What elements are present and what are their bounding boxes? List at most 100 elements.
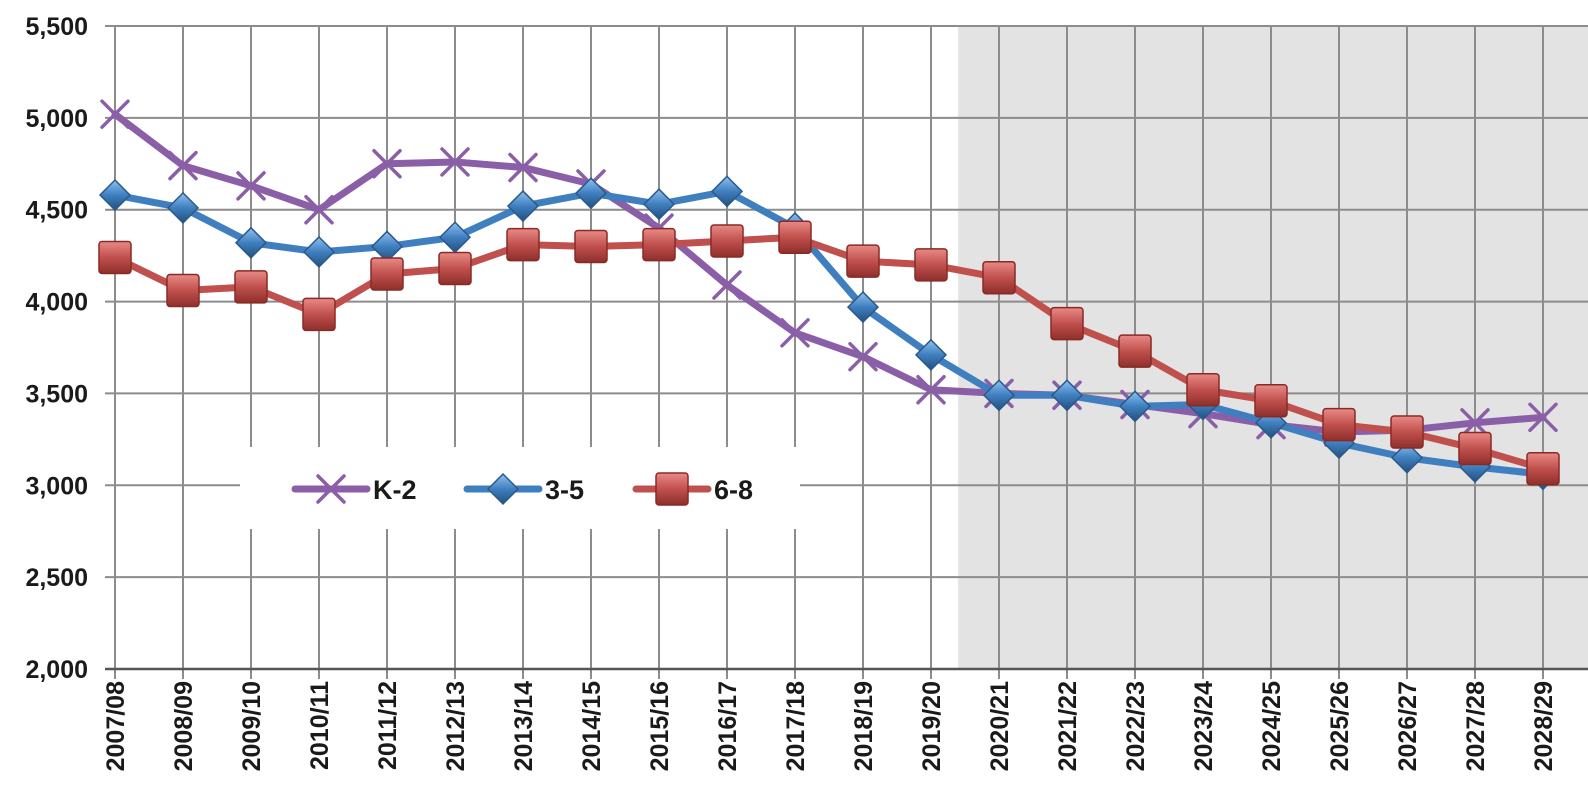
data-point <box>848 341 878 372</box>
data-point <box>982 379 1016 412</box>
y-tick-label: 2,000 <box>25 656 88 684</box>
data-point <box>438 251 472 286</box>
x-tick-label: 2022/23 <box>1122 681 1150 771</box>
data-point <box>846 291 880 324</box>
data-point <box>372 149 402 179</box>
data-point <box>1390 415 1424 449</box>
data-point <box>982 260 1016 295</box>
data-point <box>370 230 404 263</box>
data-point <box>1186 373 1220 407</box>
x-tick-label: 2027/28 <box>1462 681 1490 771</box>
x-tick-label: 2007/08 <box>102 681 130 771</box>
x-tick-label: 2019/20 <box>918 681 946 771</box>
data-point <box>780 318 810 348</box>
data-point <box>574 229 608 264</box>
data-point <box>1050 306 1084 341</box>
legend-label: 6-8 <box>714 475 753 505</box>
data-point <box>98 178 132 212</box>
legend: K-2 3-5 6-8 <box>240 447 800 529</box>
x-tick-label: 2023/24 <box>1190 681 1218 771</box>
data-point <box>1390 441 1424 474</box>
y-tick-label: 3,000 <box>25 472 88 500</box>
legend-marker <box>655 472 689 506</box>
data-point <box>166 191 200 224</box>
series-line <box>111 233 1547 473</box>
data-point <box>302 297 336 332</box>
data-point <box>234 226 268 259</box>
data-point <box>1050 379 1084 412</box>
data-point <box>916 375 946 405</box>
data-point <box>98 240 132 275</box>
data-point <box>440 147 470 177</box>
projection-region <box>958 26 1588 669</box>
legend-marker <box>316 474 346 504</box>
data-point <box>438 221 472 254</box>
data-point <box>712 270 742 300</box>
x-tick-label: 2010/11 <box>306 681 334 770</box>
data-point <box>370 257 404 291</box>
x-tick-label: 2024/25 <box>1258 681 1286 771</box>
x-tick-label: 2020/21 <box>986 681 1014 771</box>
data-point <box>302 235 336 269</box>
legend-label: 3-5 <box>545 475 584 505</box>
y-tick-label: 2,500 <box>25 564 88 592</box>
data-point <box>846 244 880 278</box>
x-tick-label: 2015/16 <box>646 681 674 771</box>
x-tick-label: 2021/22 <box>1054 681 1082 771</box>
data-point <box>1254 384 1288 418</box>
x-tick-label: 2009/10 <box>238 681 266 771</box>
data-point <box>778 220 812 255</box>
y-tick-label: 4,500 <box>25 197 88 225</box>
data-point <box>1118 390 1152 423</box>
x-tick-label: 2008/09 <box>170 681 198 771</box>
series-line <box>111 110 1547 436</box>
data-point <box>304 194 334 225</box>
data-point <box>1460 408 1490 438</box>
data-point <box>100 99 130 129</box>
legend-marker <box>486 472 520 506</box>
legend-item: 3-5 <box>463 472 584 506</box>
data-point <box>1526 452 1560 486</box>
data-point <box>506 227 540 262</box>
data-point <box>234 270 268 304</box>
y-tick-label: 4,000 <box>25 289 88 317</box>
gridlines <box>105 25 1588 679</box>
x-tick-label: 2025/26 <box>1326 681 1354 771</box>
x-tick-label: 2026/27 <box>1394 681 1422 771</box>
legend-item: 6-8 <box>632 472 753 506</box>
data-point <box>914 338 948 371</box>
data-point <box>236 171 266 201</box>
data-point <box>1528 402 1558 433</box>
y-tick-label: 5,000 <box>25 105 88 133</box>
data-point <box>168 150 198 181</box>
x-tick-label: 2011/12 <box>374 681 402 770</box>
data-point <box>166 273 200 308</box>
data-point <box>710 175 744 208</box>
y-tick-label: 3,500 <box>25 380 88 408</box>
data-point <box>506 189 540 223</box>
data-point <box>642 188 676 221</box>
data-point <box>914 248 948 282</box>
data-series <box>98 99 1560 491</box>
data-point <box>574 177 608 210</box>
data-point <box>1118 334 1152 368</box>
legend-label: K-2 <box>373 475 417 505</box>
x-tick-label: 2014/15 <box>578 681 606 771</box>
data-point <box>642 227 676 262</box>
x-tick-label: 2016/17 <box>714 681 742 771</box>
data-point <box>508 152 538 183</box>
legend-item: K-2 <box>291 474 417 505</box>
x-tick-label: 2018/19 <box>850 681 878 771</box>
y-axis-tick-labels: 2,000 2,500 3,000 3,500 4,000 4,500 5,000 5,500 <box>25 13 88 684</box>
x-tick-label: 2013/14 <box>510 681 538 771</box>
data-point <box>1458 431 1492 466</box>
x-tick-label: 2028/29 <box>1530 681 1558 771</box>
series-6-8 <box>98 220 1560 486</box>
series-line <box>111 187 1547 478</box>
data-point <box>710 224 744 258</box>
y-tick-label: 5,500 <box>25 13 88 41</box>
data-point <box>1322 407 1356 442</box>
x-tick-label: 2012/13 <box>442 681 470 771</box>
x-axis-tick-labels: 2007/08 2008/09 2009/10 2010/11 2011/12 2012/… <box>102 681 1558 771</box>
